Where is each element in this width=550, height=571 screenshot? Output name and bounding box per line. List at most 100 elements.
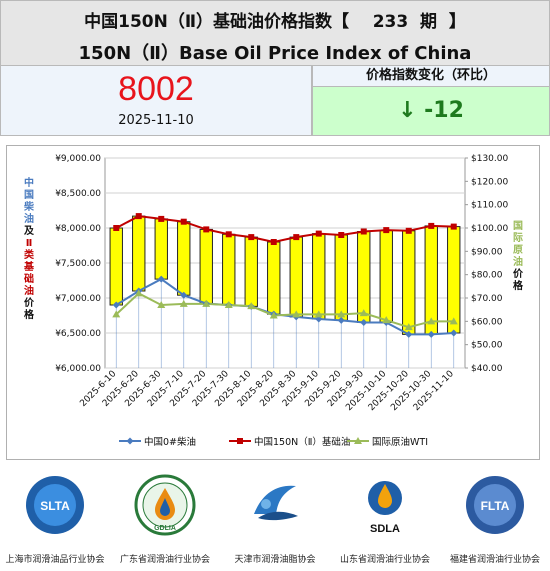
spread-bar: [402, 230, 416, 335]
right-axis-label-char: 原: [513, 245, 523, 256]
left-tick-label: ¥6,000.00: [55, 364, 101, 374]
spread-bar: [109, 227, 123, 306]
legend-label: 中国0#柴油: [144, 436, 196, 448]
change-heading: 价格指数变化（环比）: [312, 65, 550, 87]
flta-logo-icon: FLTA: [466, 476, 524, 534]
wti-point: [112, 310, 121, 318]
baseoil-point: [315, 230, 322, 237]
wti-point: [314, 310, 323, 318]
legend-marker: [354, 437, 362, 444]
change-value: ↓ -12: [312, 86, 550, 136]
price-index-date: 2025-11-10: [118, 113, 194, 128]
spread-bar: [132, 215, 146, 292]
left-axis-label-char: 柴: [24, 202, 34, 213]
legend-label: 中国150N（Ⅱ）基础油: [254, 436, 350, 448]
left-tick-label: ¥7,500.00: [55, 259, 101, 269]
right-axis-label: 国际原油价格: [512, 221, 524, 293]
spread-bar: [357, 231, 371, 323]
association-flta: FLTA 福建省润滑油行业协会: [440, 466, 550, 571]
right-tick-label: $40.00: [471, 364, 503, 374]
baseoil-point: [135, 213, 142, 220]
baseoil-point: [450, 223, 457, 230]
left-axis-label-char: 类: [24, 250, 34, 261]
baseoil-point: [180, 218, 187, 225]
association-gdlia: GDLIA 广东省润滑油行业协会: [110, 466, 220, 571]
association-slta: SLTA 上海市润滑油品行业协会: [0, 466, 110, 571]
association-name: 上海市润滑油品行业协会: [5, 555, 105, 565]
baseoil-point: [360, 228, 367, 235]
spread-bar: [267, 241, 281, 315]
baseoil-point: [203, 226, 210, 233]
wti-point: [427, 317, 436, 325]
right-tick-label: $60.00: [471, 317, 503, 327]
sdla-logo-icon: SDLA: [368, 481, 402, 535]
wti-point: [179, 299, 188, 307]
price-index-value: 8002: [118, 70, 194, 108]
association-tianjin: 天津市润滑油脂协会: [220, 466, 330, 571]
price-chart: ¥6,000.00 ¥6,500.00 ¥7,000.00 ¥7,500.00 ¥8,0…: [55, 154, 508, 448]
right-axis-label-char: 国: [513, 221, 523, 232]
wti-point: [449, 317, 458, 325]
right-axis-label-char: 格: [513, 281, 523, 292]
slta-logo-icon: SLTA: [26, 476, 84, 534]
left-tick-label: ¥7,000.00: [55, 294, 101, 304]
spread-bar: [177, 221, 191, 296]
left-tick-label: ¥8,000.00: [55, 224, 101, 234]
right-tick-label: $70.00: [471, 294, 503, 304]
left-tick-label: ¥8,500.00: [55, 189, 101, 199]
baseoil-point: [293, 234, 300, 241]
baseoil-point: [113, 225, 120, 231]
wti-point: [134, 289, 143, 297]
association-name: 广东省润滑油行业协会: [119, 555, 210, 565]
baseoil-point: [338, 232, 345, 238]
title-english: 150N（Ⅱ）Base Oil Price Index of China: [78, 43, 472, 64]
right-tick-label: $90.00: [471, 247, 503, 257]
gdlia-logo-icon: GDLIA: [134, 474, 196, 536]
right-tick-label: $100.00: [471, 224, 508, 234]
spread-bar: [154, 218, 168, 280]
right-tick-label: $130.00: [471, 154, 508, 164]
spread-bar: [244, 236, 258, 307]
right-tick-label: $120.00: [471, 177, 508, 187]
left-axis-label-char: 油: [24, 286, 34, 297]
wti-line: [115, 292, 454, 329]
wti-point: [359, 309, 368, 317]
wti-point: [269, 311, 278, 319]
spread-bar: [312, 233, 326, 320]
chart-panel: ¥6,000.00 ¥6,500.00 ¥7,000.00 ¥7,500.00 ¥8,0…: [6, 145, 540, 460]
spread-bar: [199, 228, 213, 305]
spread-bar: [379, 229, 393, 323]
footer-associations: SLTA 上海市润滑油品行业协会 GDLIA 广东省润滑油行业协会 天津市润滑油…: [0, 466, 550, 571]
diesel-point: [360, 319, 368, 326]
baseoil-point: [270, 239, 277, 245]
right-tick-label: $50.00: [471, 341, 503, 351]
left-axis-label-char: 油: [24, 214, 34, 225]
baseoil-point: [428, 222, 435, 229]
left-tick-label: ¥6,500.00: [55, 329, 101, 339]
flta-logo-text: FLTA: [481, 499, 510, 513]
diesel-point: [180, 291, 188, 299]
wti-point: [157, 301, 166, 308]
diesel-point: [450, 329, 458, 337]
tianjin-logo-icon: [254, 485, 298, 521]
header-banner: 中国150N（Ⅱ）基础油价格指数【 233 期 】 150N（Ⅱ）Base Oi…: [0, 0, 550, 66]
baseoil-point: [225, 231, 232, 238]
baseoil-point: [248, 234, 255, 241]
left-axis-label-char: 基: [24, 262, 34, 273]
legend-label: 国际原油WTI: [372, 436, 428, 448]
diesel-point: [405, 330, 413, 338]
right-axis-label-char: 价: [513, 269, 523, 280]
diesel-point: [157, 275, 165, 283]
wti-point: [292, 310, 301, 318]
left-axis-label-char: 中: [24, 178, 34, 189]
spread-bar: [334, 234, 348, 321]
wti-point: [404, 323, 413, 331]
association-name: 福建省润滑油行业协会: [449, 555, 540, 565]
gdlia-logo-text: GDLIA: [154, 525, 176, 532]
right-axis-label-char: 际: [513, 233, 523, 244]
baseoil-point: [158, 215, 165, 222]
title-chinese: 中国150N（Ⅱ）基础油价格指数【 233 期 】: [84, 12, 466, 32]
sdla-logo-text: SDLA: [370, 523, 400, 535]
wti-point: [202, 299, 211, 307]
